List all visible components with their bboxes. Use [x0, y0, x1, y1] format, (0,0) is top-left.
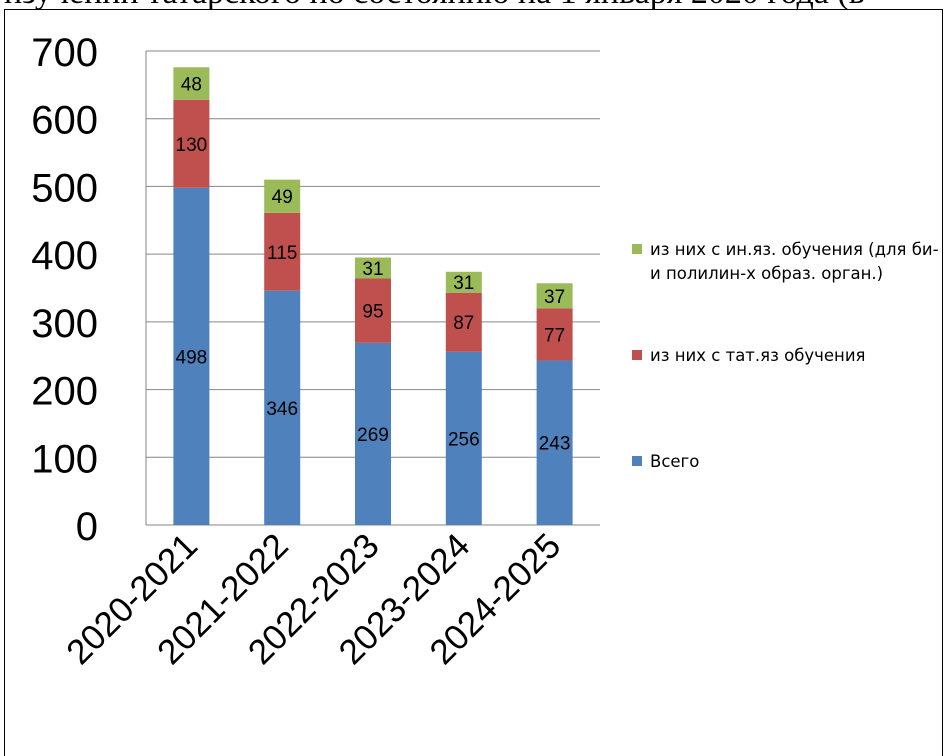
- data-label: 77: [544, 325, 565, 346]
- bar-segment: [355, 278, 391, 343]
- legend-label-tatar: из них с тат.яз обучения: [650, 346, 866, 365]
- y-tick-label: 400: [31, 234, 98, 278]
- y-tick-label: 600: [31, 99, 98, 143]
- data-label: 48: [181, 75, 202, 96]
- bar-segment: [445, 351, 482, 525]
- legend-item-foreign: из них с ин.яз. обучения (для би- и поли…: [632, 238, 940, 286]
- bar-segment: [536, 283, 573, 309]
- legend-item-tatar: из них с тат.яз обучения: [632, 344, 940, 368]
- data-label: 49: [272, 187, 293, 208]
- bar-segment: [536, 360, 573, 525]
- page-caption: изучении татарского по состоянию на 1 ян…: [4, 0, 945, 13]
- data-label: 269: [357, 425, 389, 446]
- bars: [173, 67, 573, 526]
- y-tick-label: 100: [31, 437, 98, 481]
- data-label: 37: [544, 287, 565, 308]
- bar-segment: [355, 342, 391, 525]
- data-label: 256: [448, 429, 480, 450]
- y-tick-label: 500: [31, 166, 98, 210]
- data-label: 498: [176, 347, 208, 368]
- legend-swatch-foreign: [632, 244, 642, 254]
- data-label: 95: [362, 302, 383, 323]
- bar-segment: [173, 67, 210, 100]
- y-tick-label: 300: [31, 302, 98, 346]
- legend-swatch-total: [632, 456, 642, 466]
- legend-label-foreign: из них с ин.яз. обучения (для би- и поли…: [650, 240, 939, 283]
- gridlines: [145, 50, 600, 526]
- y-tick-label: 200: [31, 370, 98, 414]
- bar-segment: [355, 257, 391, 279]
- data-labels: 498 130 48 346 115 49 269 95 31 256 87 31 243 77 37: [176, 75, 571, 455]
- legend-item-total: Всего: [632, 450, 940, 474]
- data-label: 346: [266, 399, 298, 420]
- x-tick-labels: 2020-20212021-20222022-20232023-20242024…: [59, 526, 568, 672]
- bar-segment: [445, 292, 482, 352]
- bar-segment: [264, 212, 301, 291]
- chart-frame: [4, 9, 943, 756]
- bar-segment: [173, 187, 210, 526]
- bar-segment: [173, 99, 210, 188]
- legend-swatch-tatar: [632, 350, 642, 360]
- data-label: 87: [453, 313, 474, 334]
- bar-segment: [264, 179, 301, 213]
- data-label: 115: [267, 243, 297, 264]
- y-tick-label: 700: [31, 31, 98, 75]
- y-tick-label: 0: [76, 505, 98, 549]
- bar-segment: [445, 271, 482, 293]
- data-label: 130: [176, 135, 208, 156]
- bar-segment: [536, 308, 573, 361]
- bar-segment: [264, 290, 301, 525]
- data-label: 31: [453, 273, 474, 294]
- legend-label-total: Всего: [650, 452, 700, 471]
- data-label: 243: [539, 434, 571, 455]
- y-tick-labels: 0 100 200 300 400 500 600 700: [31, 31, 98, 549]
- data-label: 31: [362, 259, 383, 280]
